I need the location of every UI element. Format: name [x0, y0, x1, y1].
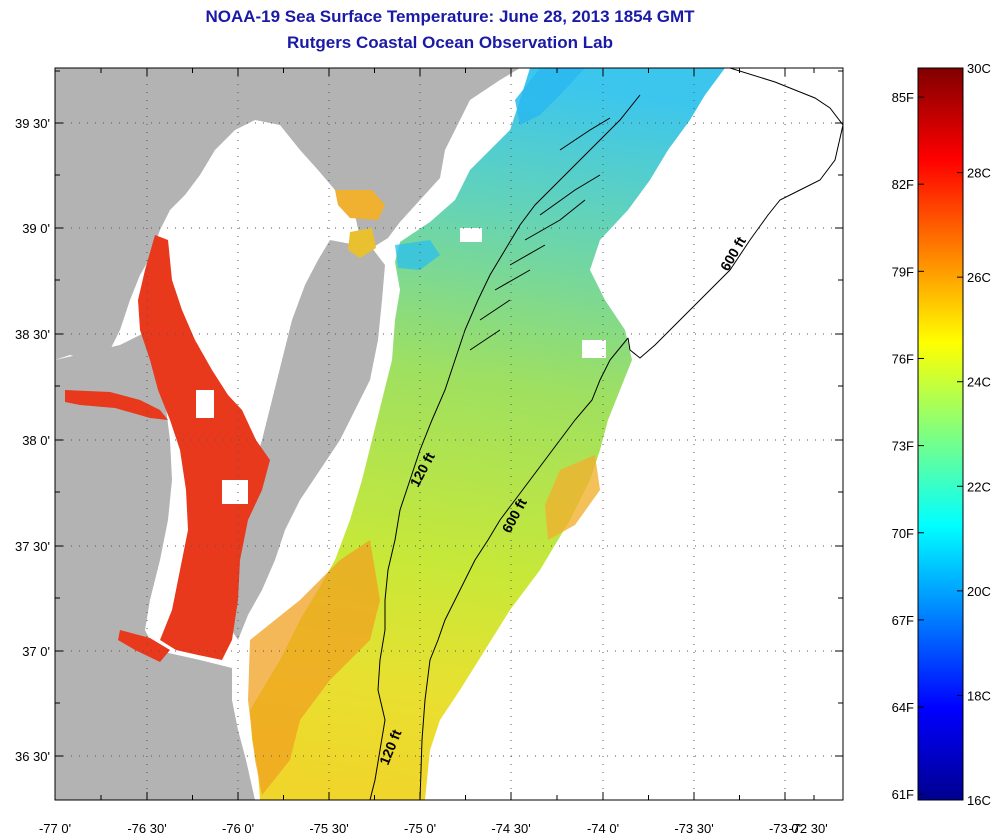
- bay-no-data-2: [196, 390, 214, 418]
- delaware-bay: [335, 190, 385, 220]
- longitude-label: -76 0': [222, 821, 254, 836]
- longitude-label: -72 30': [788, 821, 827, 836]
- colorbar-fahrenheit-labels: 85F 82F 79F 76F 73F 70F 67F 64F 61F: [892, 90, 914, 802]
- colorbar-fahrenheit-label: 76F: [892, 351, 914, 366]
- delaware-bay-inner: [348, 228, 376, 258]
- colorbar-celsius-label: 24C: [967, 375, 991, 390]
- colorbar-fahrenheit-label: 82F: [892, 177, 914, 192]
- ocean-no-data-2: [460, 228, 482, 242]
- longitude-label: -73 0': [769, 821, 801, 836]
- latitude-labels: 39 30' 39 0' 38 30' 38 0' 37 30' 37 0' 36 30': [15, 116, 50, 764]
- colorbar-celsius-label: 18C: [967, 688, 991, 703]
- longitude-label: -74 30': [491, 821, 530, 836]
- map-frame: [54, 67, 844, 801]
- colorbar-fahrenheit-label: 61F: [892, 787, 914, 802]
- chesapeake-bay: [138, 235, 270, 660]
- map-title: NOAA-19 Sea Surface Temperature: June 28…: [205, 7, 695, 26]
- longitude-labels: -77 0' -76 30' -76 0' -75 30' -75 0' -74 30' -…: [39, 821, 828, 836]
- james-river: [118, 630, 170, 662]
- latitude-label: 36 30': [15, 749, 50, 764]
- contour-120ft-shoals: [469, 117, 611, 351]
- sst-offshore-warm-patch: [545, 455, 600, 540]
- land-mainland: [55, 68, 520, 360]
- latitude-label: 38 0': [22, 433, 50, 448]
- colorbar-fahrenheit-label: 67F: [892, 613, 914, 628]
- longitude-label: -73 30': [674, 821, 713, 836]
- colorbar: [917, 67, 964, 801]
- map-subtitle: Rutgers Coastal Ocean Observation Lab: [287, 33, 613, 52]
- colorbar-celsius-label: 30C: [967, 61, 991, 76]
- contour-600ft-north: [627, 68, 843, 359]
- potomac-river: [65, 390, 168, 420]
- sst-cool-patch: [515, 68, 585, 125]
- contour-600ft-south: [419, 337, 629, 800]
- latitude-label: 37 0': [22, 644, 50, 659]
- map-ticks: [54, 68, 844, 800]
- colorbar-celsius-label: 22C: [967, 479, 991, 494]
- latitude-label: 39 30': [15, 116, 50, 131]
- longitude-label: -74 0': [587, 821, 619, 836]
- colorbar-fahrenheit-label: 73F: [892, 439, 914, 454]
- bay-no-data-1: [222, 480, 248, 504]
- land-delmarva: [225, 240, 385, 640]
- graticule: [55, 68, 843, 800]
- colorbar-fahrenheit-label: 64F: [892, 700, 914, 715]
- colorbar-celsius-label: 16C: [967, 793, 991, 808]
- longitude-label: -77 0': [39, 821, 71, 836]
- sst-cool-patch-bay-mouth: [395, 240, 440, 270]
- colorbar-ticks: [918, 67, 963, 801]
- sst-warm-band: [248, 540, 380, 795]
- ocean-no-data-1: [582, 340, 606, 358]
- colorbar-celsius-label: 20C: [967, 584, 991, 599]
- land-western-shore: [55, 330, 255, 800]
- colorbar-celsius-label: 26C: [967, 270, 991, 285]
- colorbar-fahrenheit-label: 79F: [892, 264, 914, 279]
- colorbar-fahrenheit-label: 85F: [892, 90, 914, 105]
- colorbar-celsius-label: 28C: [967, 166, 991, 181]
- longitude-label: -75 30': [309, 821, 348, 836]
- latitude-label: 39 0': [22, 221, 50, 236]
- longitude-label: -75 0': [404, 821, 436, 836]
- colorbar-celsius-labels: 30C 28C 26C 24C 22C 20C 18C 16C: [967, 61, 991, 808]
- longitude-label: -76 30': [127, 821, 166, 836]
- contour-120ft: [369, 94, 641, 800]
- latitude-label: 37 30': [15, 539, 50, 554]
- latitude-label: 38 30': [15, 327, 50, 342]
- colorbar-fahrenheit-label: 70F: [892, 526, 914, 541]
